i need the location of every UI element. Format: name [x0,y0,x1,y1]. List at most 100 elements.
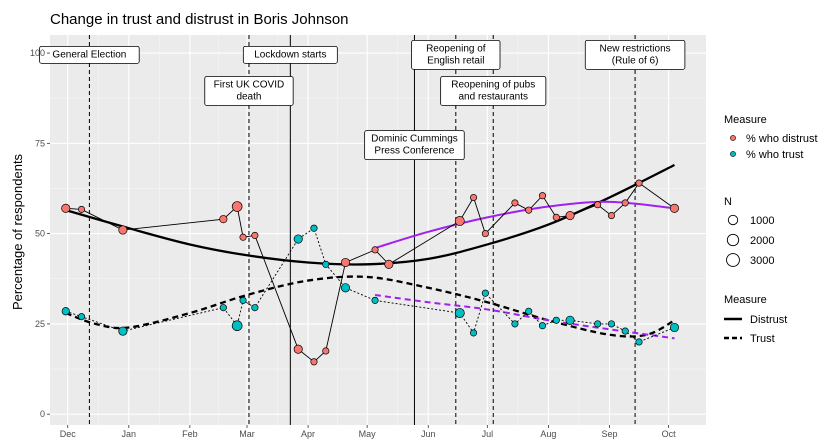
trust-point-23 [635,338,643,346]
trust-point-18 [552,316,560,324]
trust-point-5 [239,296,247,304]
chart-title: Change in trust and distrust in Boris Jo… [50,11,349,28]
legend-size-label-1: 2000 [750,235,774,247]
event-label-1-line-1: death [236,91,261,102]
event-label-3-line-1: Press Conference [374,146,454,157]
event-label-2-line-0: Lockdown starts [254,49,326,60]
x-tick-label: May [359,429,377,439]
distrust-point-25 [669,203,680,213]
trend-line-distrust-post-cummings- [374,200,675,250]
x-tick-label: Mar [239,429,255,439]
trust-point-22 [621,327,629,335]
distrust-point-11 [371,246,379,254]
trust-point-13 [469,329,478,337]
event-label-5-line-0: Reopening of pubs [451,79,535,90]
event-label-4-line-1: English retail [427,55,484,66]
trust-point-9 [322,260,330,268]
trust-point-19 [565,315,575,325]
y-tick-label: 0 [40,409,45,419]
distrust-point-3 [219,215,228,224]
trust-point-14 [481,289,489,297]
distrust-point-20 [565,211,575,221]
legend-color-key-0 [730,135,736,141]
legend-size-key-0 [727,214,739,226]
x-tick-label: Jul [482,429,494,439]
trust-point-4 [231,320,243,332]
plot-panel [50,35,706,425]
distrust-point-7 [293,344,303,354]
event-label-box-2 [242,45,338,64]
trust-point-12 [454,308,465,319]
legend-size-key-2 [726,253,740,267]
trust-point-6 [251,304,259,312]
distrust-point-2 [118,225,128,235]
distrust-point-5 [239,233,247,241]
y-tick-label: 25 [35,319,45,329]
y-tick-label: 50 [35,229,45,239]
trend-line-trust [65,275,676,338]
event-label-1-line-0: First UK COVID [214,79,285,90]
distrust-point-19 [552,213,560,221]
trust-point-10 [340,283,351,293]
legend-size-key-1 [726,233,740,247]
distrust-point-14 [469,193,478,202]
distrust-point-8 [310,358,318,366]
distrust-point-1 [77,205,86,213]
distrust-point-23 [621,199,629,207]
trust-point-0 [61,307,70,316]
trust-point-2 [118,326,128,336]
distrust-point-12 [384,259,394,269]
legend-size-title: N [724,196,732,208]
x-tick-label: Sep [601,429,617,439]
y-tick-label: 100 [30,48,45,58]
event-label-box-5 [440,76,547,106]
trust-point-1 [77,313,86,321]
legend-color-title: Measure [724,114,767,126]
distrust-point-22 [607,212,615,220]
event-label-5-line-1: and restaurants [458,91,528,102]
distrust-point-15 [481,230,489,238]
legend-line-title: Measure [724,294,767,306]
legend-color-label-1: % who trust [746,149,803,161]
distrust-point-21 [594,201,602,209]
x-tick-label: Dec [60,429,77,439]
legend-color-label-0: % who distrust [746,133,818,145]
y-tick-label: 75 [35,138,45,148]
event-label-box-0 [39,45,140,64]
distrust-point-10 [340,257,351,268]
x-tick-label: Jan [122,429,137,439]
event-label-box-6 [584,39,686,70]
x-tick-label: Aug [540,429,556,439]
x-tick-label: Feb [182,429,198,439]
y-axis-title: Percentage of respondents [10,153,25,310]
trust-point-11 [371,296,379,304]
distrust-point-17 [525,206,533,214]
event-label-box-1 [204,76,294,106]
x-tick-label: Apr [301,429,315,439]
legend-color-key-1 [730,151,736,157]
distrust-point-16 [511,199,519,207]
trust-point-24 [669,322,680,333]
trust-point-8 [310,224,318,232]
legend-size-label-2: 3000 [750,255,774,267]
event-label-6-line-0: New restrictions [600,43,671,54]
trust-point-16 [525,307,533,315]
legend-size-label-0: 1000 [750,215,774,227]
event-label-0-line-0: General Election [52,49,126,60]
distrust-point-0 [61,203,71,213]
distrust-point-4 [231,201,243,212]
event-label-6-line-1: (Rule of 6) [612,55,659,66]
trust-point-17 [538,322,547,330]
trust-point-7 [293,234,303,244]
event-label-4-line-0: Reopening of [426,43,486,54]
trust-point-3 [219,304,227,312]
distrust-point-18 [538,192,547,200]
event-label-box-4 [411,39,501,70]
trust-point-20 [594,320,602,328]
event-label-box-3 [364,130,465,161]
event-label-3-line-0: Dominic Cummings [371,134,458,145]
trust-point-15 [511,320,519,328]
distrust-point-9 [322,347,330,355]
x-tick-label: Jun [421,429,436,439]
